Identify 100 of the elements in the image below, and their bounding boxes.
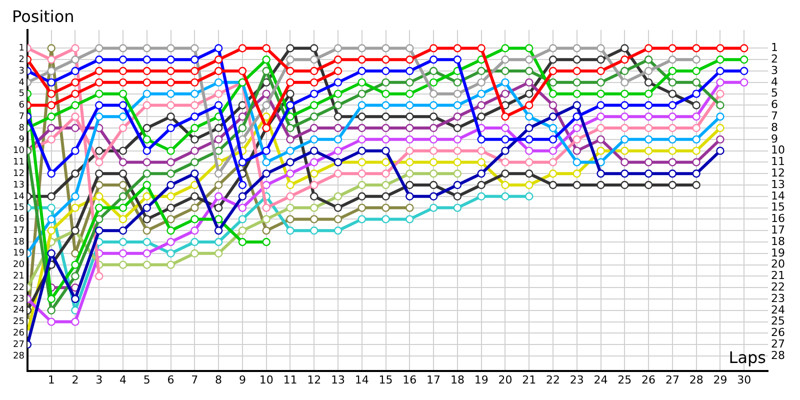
point: [453, 101, 462, 110]
point: [525, 170, 534, 178]
point: [334, 90, 342, 98]
point: [47, 101, 56, 110]
y2-tick-label: 10: [771, 144, 786, 157]
point: [47, 192, 56, 201]
point: [501, 192, 510, 201]
point: [382, 170, 390, 178]
point: [71, 101, 80, 110]
point: [620, 112, 629, 121]
point: [118, 146, 128, 155]
point: [668, 124, 677, 132]
point: [716, 66, 724, 76]
point: [214, 146, 223, 155]
point: [572, 170, 581, 178]
point: [358, 101, 366, 110]
point: [382, 101, 390, 110]
point: [286, 124, 294, 132]
point: [572, 112, 581, 121]
point: [47, 124, 56, 132]
y2-tick-label: 21: [771, 269, 786, 282]
point: [142, 249, 151, 258]
point: [501, 90, 510, 98]
point: [406, 180, 414, 190]
point: [429, 124, 438, 132]
point: [692, 180, 700, 190]
y-tick-label: 14: [13, 192, 25, 202]
point: [95, 44, 104, 52]
y2-tick-label: 14: [771, 189, 786, 202]
point: [166, 180, 175, 190]
point: [286, 78, 294, 87]
point: [382, 215, 390, 224]
point: [310, 66, 318, 76]
point: [477, 44, 486, 52]
y-tick-label: 19: [13, 248, 25, 259]
point: [142, 204, 151, 212]
point: [310, 192, 318, 201]
y2-tick-label: 11: [771, 155, 786, 168]
point: [453, 112, 462, 121]
point: [166, 170, 175, 178]
point: [262, 66, 270, 76]
point: [453, 192, 462, 201]
point: [47, 249, 56, 258]
point: [406, 101, 414, 110]
point: [238, 192, 247, 201]
point: [47, 226, 56, 235]
point: [214, 192, 223, 201]
point: [453, 146, 462, 155]
point: [190, 44, 199, 52]
point: [382, 180, 390, 190]
point: [620, 44, 629, 52]
point: [572, 56, 581, 64]
point: [429, 56, 438, 64]
point: [95, 112, 104, 121]
y-tick-label: 16: [13, 214, 25, 225]
point: [525, 90, 534, 98]
y-tick-label: 2: [18, 54, 24, 65]
y2-tick-label: 4: [771, 75, 778, 88]
point: [596, 170, 605, 178]
point: [596, 101, 605, 110]
x-tick-label: 17: [426, 373, 441, 386]
point: [310, 226, 318, 235]
y-tick-label: 11: [13, 158, 24, 168]
y-tick-label: 1: [18, 44, 24, 54]
point: [214, 101, 223, 110]
point: [692, 78, 700, 87]
point: [95, 204, 104, 212]
point: [548, 180, 558, 190]
y-tick-label: 26: [13, 328, 25, 339]
point: [262, 238, 270, 246]
point: [406, 56, 414, 64]
point: [118, 78, 128, 87]
x-tick-label: 11: [283, 373, 298, 386]
x-tick-label: 2: [72, 373, 79, 386]
point: [501, 124, 510, 132]
point: [453, 44, 462, 52]
point: [620, 135, 629, 144]
point: [190, 135, 199, 144]
point: [596, 135, 605, 144]
point: [668, 158, 677, 166]
point: [596, 146, 605, 155]
point: [668, 135, 677, 144]
point: [548, 158, 558, 166]
point: [406, 135, 414, 144]
point: [406, 112, 414, 121]
point: [548, 56, 558, 64]
y2-tick-label: 25: [771, 314, 786, 328]
point: [166, 124, 175, 132]
point: [382, 158, 390, 166]
point: [358, 56, 366, 64]
point: [118, 112, 128, 121]
point: [262, 112, 270, 121]
point: [47, 215, 56, 224]
point: [262, 44, 270, 52]
point: [477, 192, 486, 201]
point: [71, 112, 80, 121]
point: [286, 56, 294, 64]
point: [118, 180, 128, 190]
point: [692, 158, 700, 166]
point: [286, 215, 294, 224]
